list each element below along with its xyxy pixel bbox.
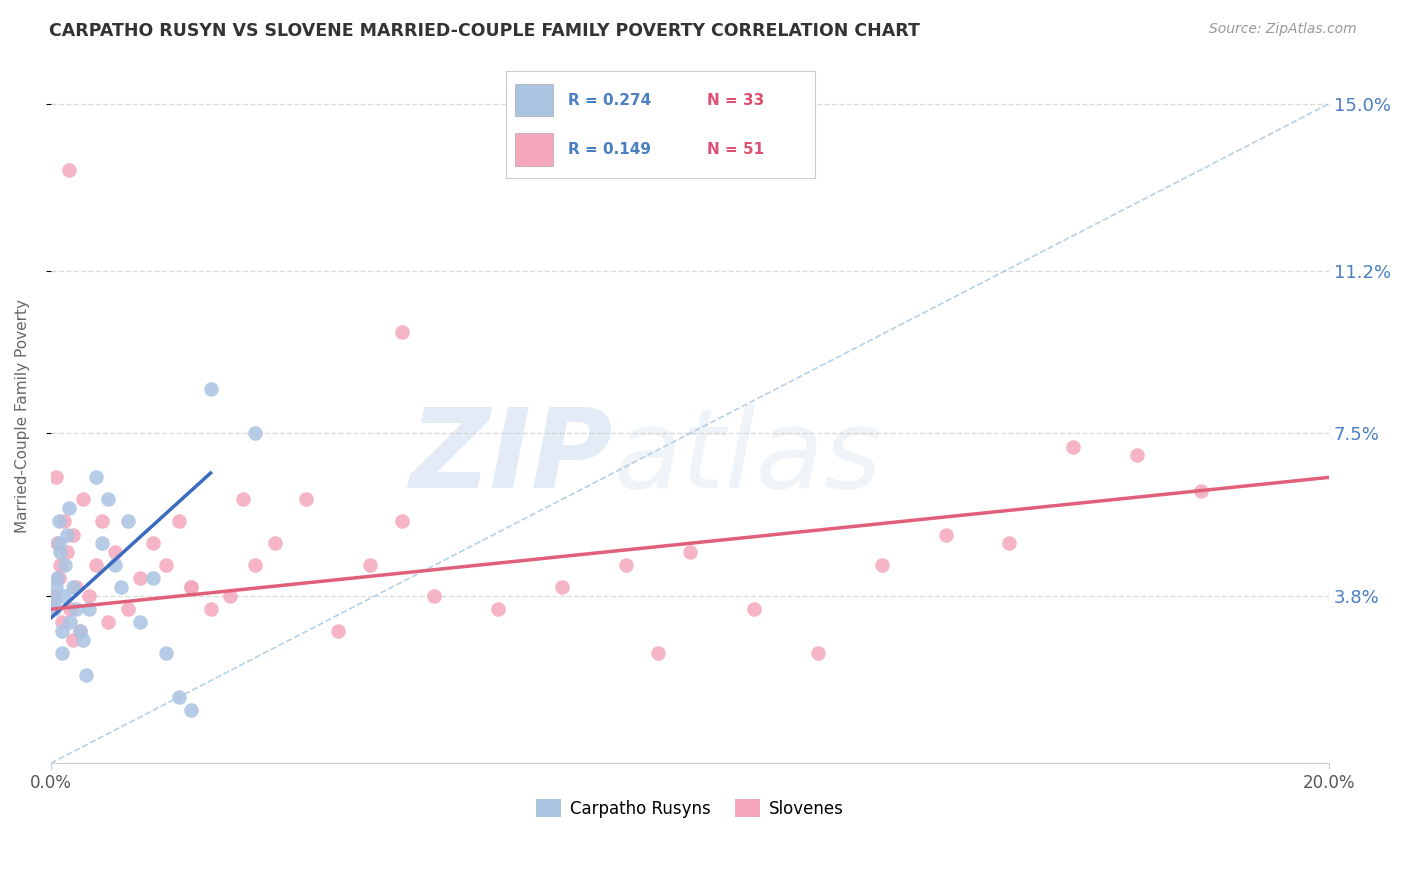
Point — [200, 383, 222, 397]
Point — [65, 580, 87, 594]
Point — [180, 703, 202, 717]
Point — [614, 558, 637, 573]
Point — [75, 668, 97, 682]
Point — [77, 602, 100, 616]
Point — [46, 572, 69, 586]
Point — [45, 470, 67, 484]
Text: N = 33: N = 33 — [707, 93, 765, 108]
Point — [679, 545, 702, 559]
Text: atlas: atlas — [613, 404, 882, 511]
Point — [65, 602, 87, 616]
Point — [48, 536, 70, 550]
Point — [1189, 483, 1212, 498]
Point — [232, 492, 254, 507]
Legend: Carpatho Rusyns, Slovenes: Carpatho Rusyns, Slovenes — [530, 793, 851, 824]
FancyBboxPatch shape — [516, 84, 553, 116]
Point — [56, 545, 79, 559]
Point — [328, 624, 350, 639]
Point — [44, 593, 66, 607]
Point — [180, 580, 202, 594]
Point — [62, 580, 84, 594]
Point — [46, 536, 69, 550]
Point — [295, 492, 318, 507]
Point — [245, 426, 267, 441]
Point — [870, 558, 893, 573]
Y-axis label: Married-Couple Family Poverty: Married-Couple Family Poverty — [15, 299, 30, 533]
Point — [62, 633, 84, 648]
Point — [167, 690, 190, 705]
Point — [48, 514, 70, 528]
Point — [49, 558, 72, 573]
Point — [58, 501, 80, 516]
Text: ZIP: ZIP — [409, 404, 613, 511]
Point — [647, 646, 669, 660]
Point — [117, 602, 139, 616]
Point — [486, 602, 509, 616]
Point — [91, 514, 114, 528]
Point — [200, 602, 222, 616]
Point — [391, 326, 413, 340]
Point — [155, 558, 177, 573]
Text: R = 0.149: R = 0.149 — [568, 142, 651, 157]
Point — [218, 589, 240, 603]
Point — [72, 492, 94, 507]
Point — [69, 624, 91, 639]
Point — [391, 514, 413, 528]
Point — [142, 536, 165, 550]
Point — [1126, 449, 1149, 463]
Point — [110, 580, 132, 594]
Point — [59, 615, 82, 630]
Point — [77, 589, 100, 603]
Point — [551, 580, 574, 594]
Point — [84, 470, 107, 484]
Point — [49, 545, 72, 559]
Point — [359, 558, 381, 573]
Point — [42, 602, 65, 616]
Point — [58, 162, 80, 177]
Point — [72, 633, 94, 648]
Point — [104, 545, 127, 559]
Point — [129, 572, 152, 586]
Point — [742, 602, 765, 616]
Point — [998, 536, 1021, 550]
Point — [42, 589, 65, 603]
Point — [69, 624, 91, 639]
Point — [84, 558, 107, 573]
Point — [48, 572, 70, 586]
Point — [807, 646, 830, 660]
Point — [51, 615, 73, 630]
Point — [51, 624, 73, 639]
Point — [142, 572, 165, 586]
Point — [52, 589, 75, 603]
Text: Source: ZipAtlas.com: Source: ZipAtlas.com — [1209, 22, 1357, 37]
Text: R = 0.274: R = 0.274 — [568, 93, 651, 108]
Point — [263, 536, 285, 550]
Point — [62, 527, 84, 541]
Point — [1062, 440, 1084, 454]
FancyBboxPatch shape — [516, 134, 553, 166]
Text: CARPATHO RUSYN VS SLOVENE MARRIED-COUPLE FAMILY POVERTY CORRELATION CHART: CARPATHO RUSYN VS SLOVENE MARRIED-COUPLE… — [49, 22, 920, 40]
Point — [97, 615, 120, 630]
Point — [56, 527, 79, 541]
Point — [167, 514, 190, 528]
Point — [104, 558, 127, 573]
Point — [53, 558, 76, 573]
Point — [97, 492, 120, 507]
Point — [117, 514, 139, 528]
Point — [935, 527, 957, 541]
Point — [423, 589, 446, 603]
Point — [91, 536, 114, 550]
Point — [45, 580, 67, 594]
Point — [59, 602, 82, 616]
Point — [180, 580, 202, 594]
Point — [155, 646, 177, 660]
Point — [245, 558, 267, 573]
Point — [51, 646, 73, 660]
Point — [129, 615, 152, 630]
Point — [52, 514, 75, 528]
Text: N = 51: N = 51 — [707, 142, 765, 157]
